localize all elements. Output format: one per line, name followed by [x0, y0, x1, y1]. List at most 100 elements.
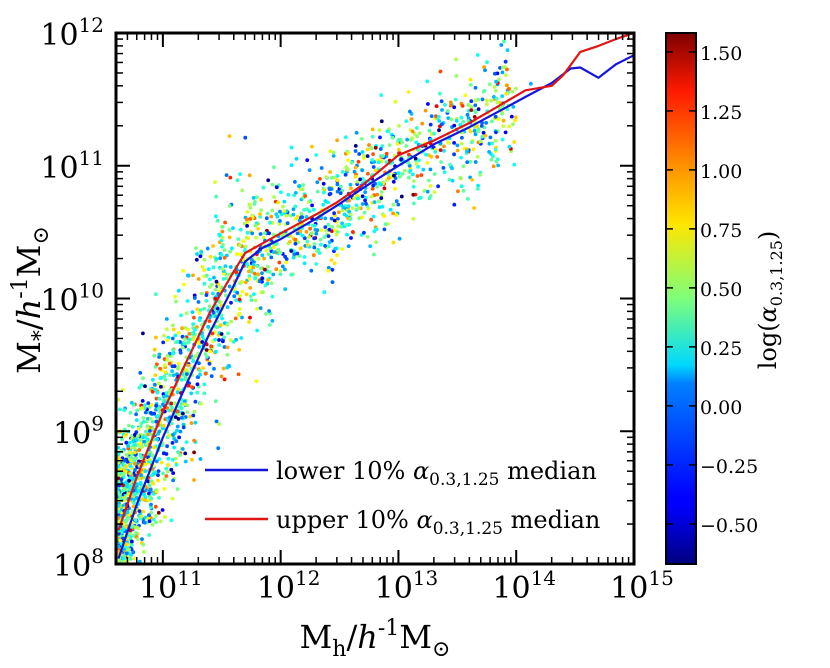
scatter-point [231, 226, 235, 231]
scatter-point [476, 183, 480, 188]
scatter-point [225, 352, 230, 357]
scatter-point [261, 235, 266, 240]
scatter-point [406, 90, 411, 94]
colorbar-tick-label: 0.50 [700, 279, 742, 301]
scatter-point [118, 538, 123, 543]
scatter-point [134, 530, 139, 535]
scatter-point [151, 377, 155, 382]
scatter-point [413, 156, 418, 161]
scatter-point [438, 148, 443, 153]
scatter-point [511, 122, 515, 127]
scatter-point [117, 587, 121, 591]
scatter-point [116, 576, 120, 580]
scatter-point [224, 293, 228, 298]
scatter-point [428, 184, 433, 188]
scatter-point [275, 214, 280, 219]
scatter-point [346, 204, 351, 209]
scatter-point [502, 39, 506, 44]
scatter-point [117, 624, 121, 628]
scatter-point [480, 134, 485, 139]
scatter-point [270, 182, 275, 187]
scatter-point [117, 407, 122, 412]
scatter-point [207, 361, 212, 366]
scatter-point [269, 255, 274, 260]
scatter-point [469, 105, 474, 109]
scatter-point [419, 173, 424, 178]
scatter-point [184, 368, 189, 372]
scatter-point [487, 141, 492, 146]
scatter-point [264, 312, 268, 316]
y-tick-label: 109 [53, 411, 104, 451]
scatter-point [297, 218, 302, 223]
scatter-point [118, 577, 122, 581]
scatter-point [465, 112, 470, 117]
scatter-point [133, 556, 137, 561]
scatter-point [253, 199, 257, 204]
scatter-point [130, 434, 134, 438]
scatter-point [493, 114, 498, 119]
scatter-point [219, 332, 224, 336]
scatter-point [466, 116, 471, 121]
scatter-point [120, 582, 124, 586]
scatter-point [192, 450, 197, 455]
scatter-point [163, 377, 168, 382]
scatter-point [308, 226, 313, 231]
scatter-point [123, 481, 128, 485]
scatter-point [499, 43, 504, 47]
scatter-point [150, 522, 155, 527]
scatter-point [220, 267, 225, 271]
scatter-point [332, 211, 336, 216]
scatter-point [353, 149, 358, 153]
scatter-point [425, 79, 430, 84]
scatter-point [116, 605, 120, 609]
scatter-point [140, 406, 144, 410]
scatter-point [390, 135, 395, 140]
scatter-point [266, 252, 271, 257]
colorbar-frame [665, 32, 697, 565]
scatter-point [335, 253, 339, 258]
scatter-point [122, 569, 126, 573]
scatter-point [146, 432, 151, 437]
median-lines [117, 33, 634, 559]
scatter-point [181, 422, 186, 427]
scatter-point [472, 115, 477, 119]
scatter-point [197, 311, 202, 315]
scatter-point [175, 428, 179, 433]
scatter-point [182, 399, 187, 404]
major-ticks [116, 33, 634, 565]
scatter-point [155, 362, 159, 367]
scatter-point [381, 154, 385, 159]
scatter-point [359, 137, 364, 141]
scatter-point [124, 440, 129, 445]
scatter-point [134, 418, 139, 422]
scatter-point [211, 265, 216, 270]
scatter-point [170, 441, 175, 445]
scatter-point [214, 419, 219, 424]
scatter-point [511, 105, 516, 109]
scatter-point [189, 421, 194, 425]
scatter-point [454, 57, 458, 62]
scatter-point [312, 242, 317, 247]
scatter-point [456, 189, 460, 194]
scatter-point [485, 102, 489, 106]
scatter-point [235, 291, 240, 295]
scatter-point [248, 205, 253, 210]
scatter-point [469, 99, 474, 104]
scatter-point [338, 184, 343, 189]
scatter-point [205, 355, 209, 359]
scatter-point [128, 476, 133, 480]
scatter-point [461, 189, 466, 193]
scatter-point [154, 520, 158, 525]
scatter-point [491, 164, 496, 169]
scatter-point [429, 114, 434, 118]
scatter-point [119, 575, 123, 579]
scatter-point [348, 182, 353, 187]
scatter-point [422, 188, 427, 193]
legend-label: upper 10% α0.3,1.25 median [276, 506, 600, 539]
scatter-point [315, 180, 320, 185]
scatter-point [411, 192, 416, 197]
scatter-point [213, 180, 218, 185]
scatter-point [156, 414, 161, 418]
scatter-point [505, 83, 509, 88]
scatter-point [151, 481, 156, 486]
